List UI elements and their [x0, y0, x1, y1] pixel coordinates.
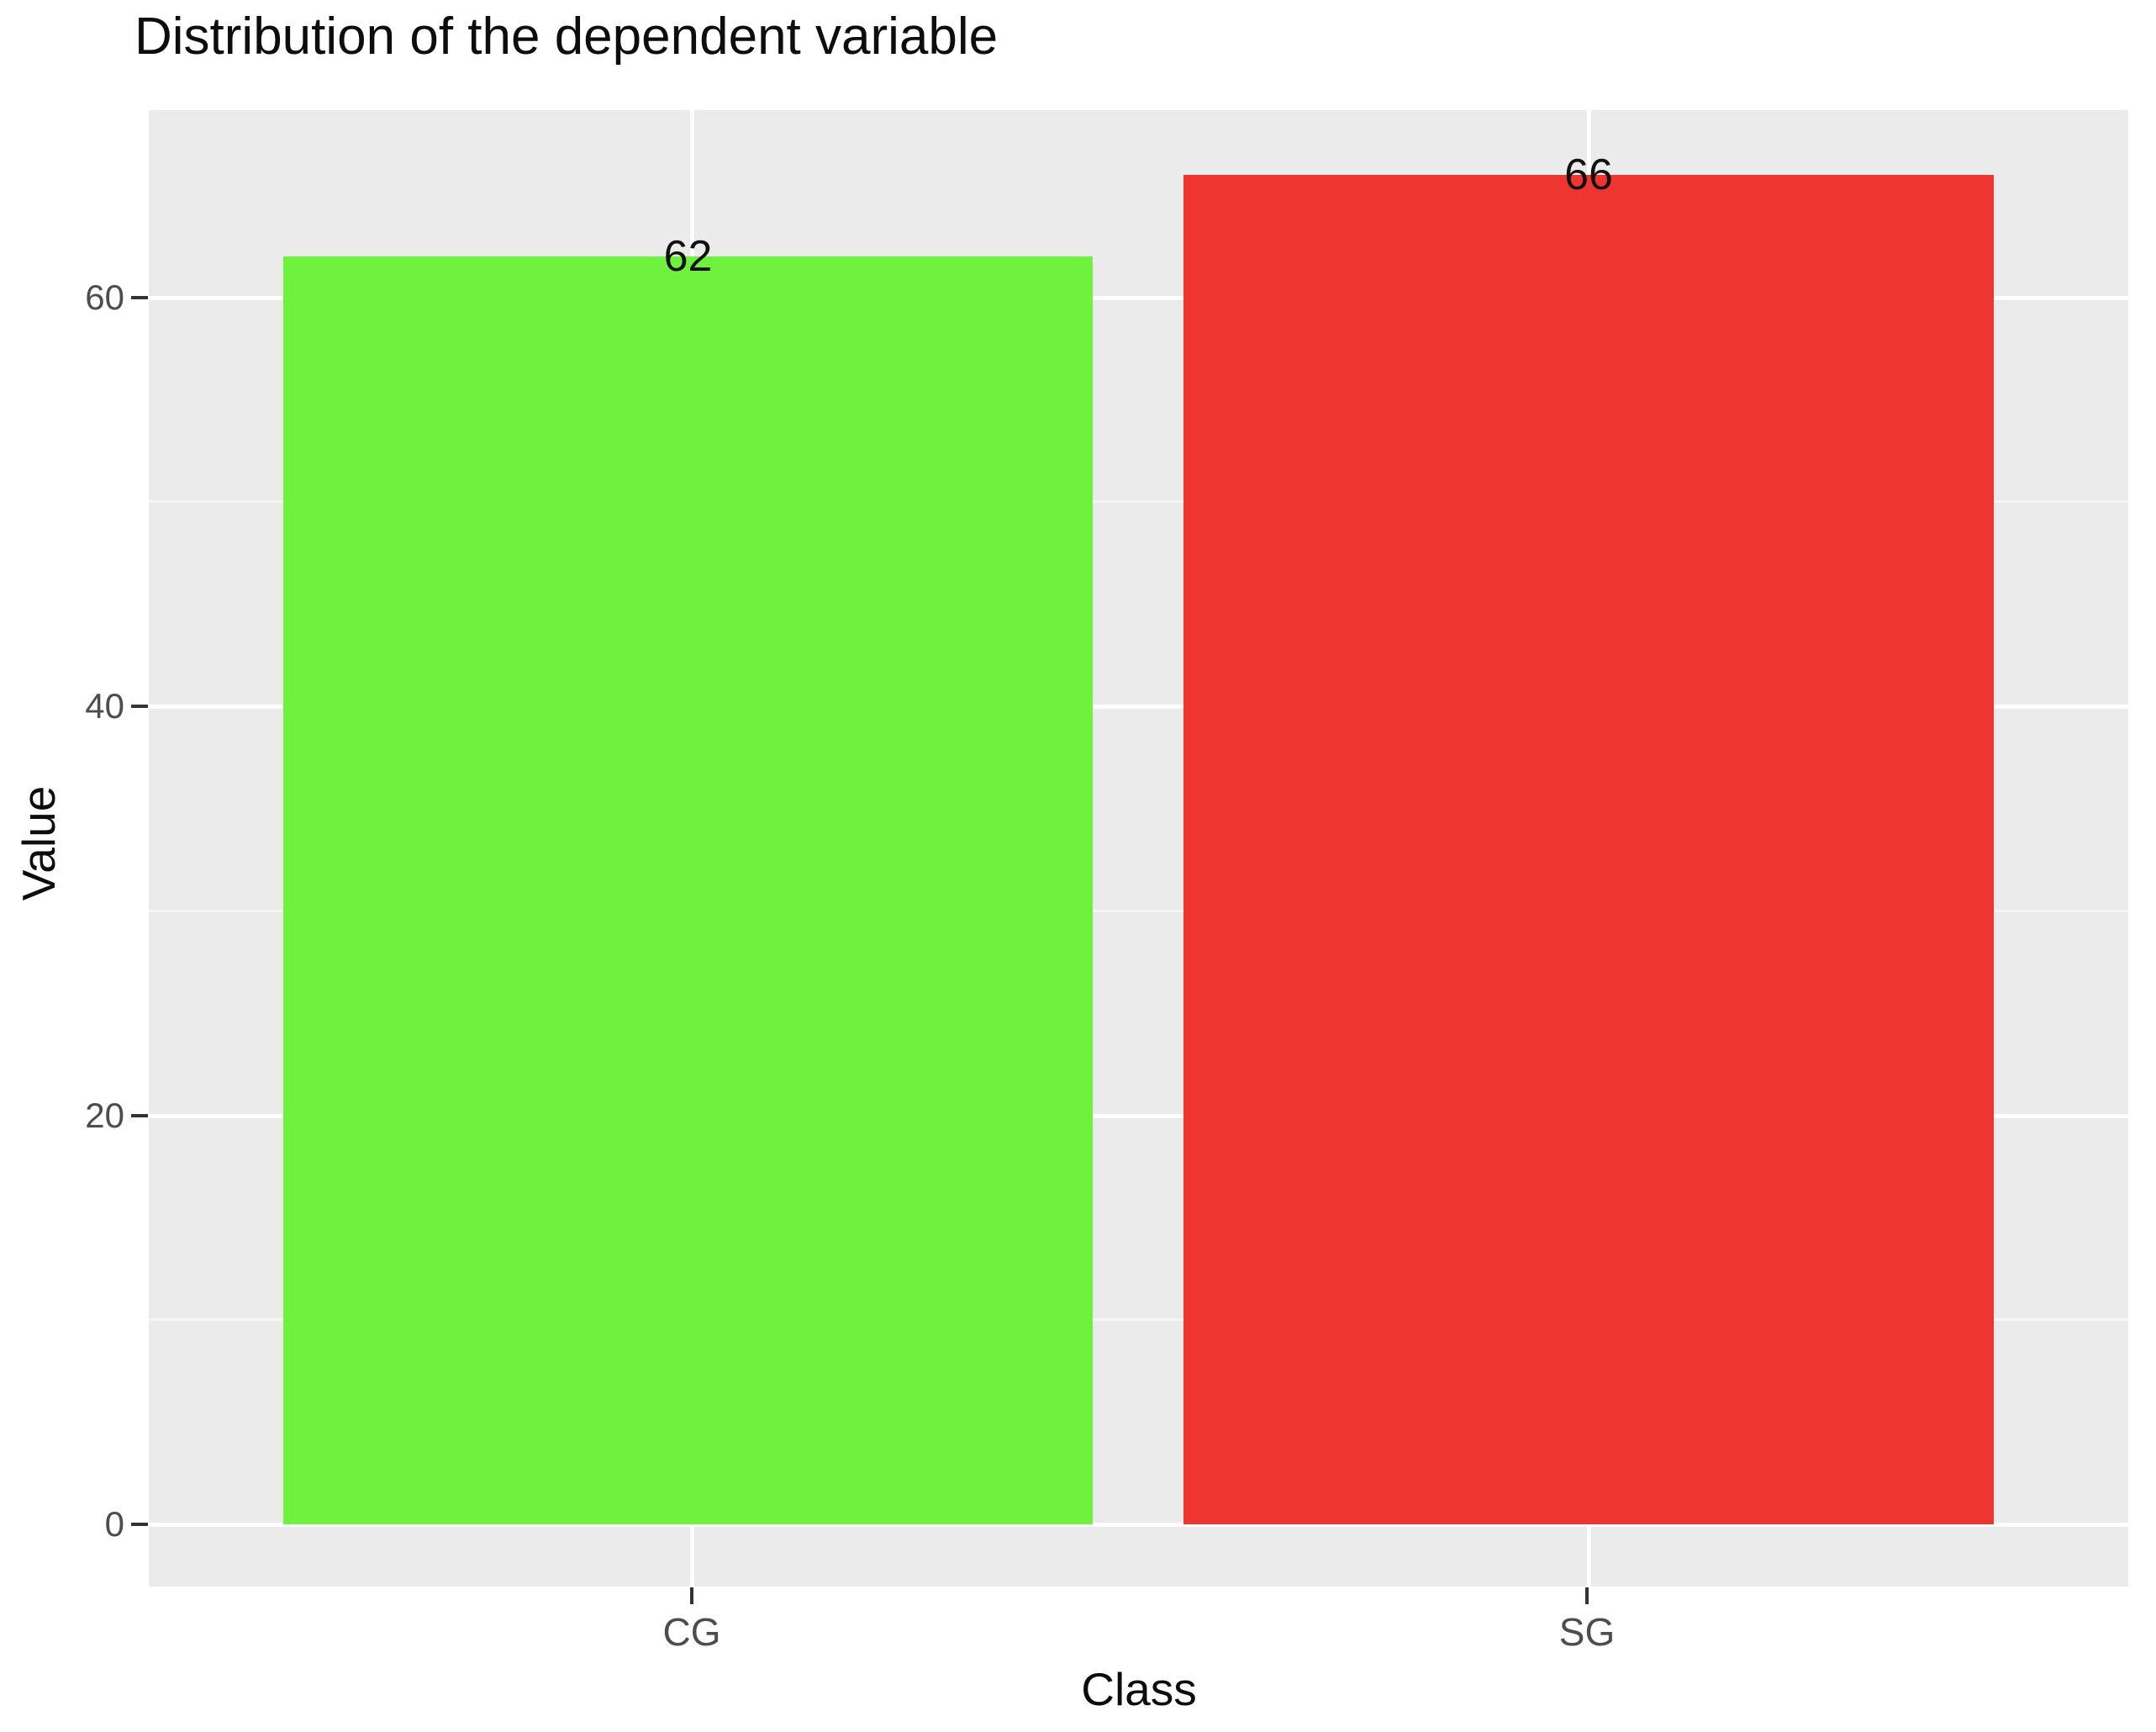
- y-tick-mark-40: [131, 705, 148, 708]
- gridline-major-0: [149, 1523, 2128, 1527]
- y-tick-label-40: 40: [85, 686, 124, 726]
- gridline-minor-30: [149, 910, 2128, 912]
- y-tick-mark-20: [131, 1114, 148, 1117]
- gridline-major-60: [149, 296, 2128, 300]
- gridline-minor-10: [149, 1318, 2128, 1321]
- bar-value-label-sg: 66: [1564, 150, 1613, 199]
- y-tick-mark-60: [131, 296, 148, 299]
- bar-sg: 66: [1183, 150, 1994, 1524]
- bar-value-label-cg: 62: [663, 232, 713, 281]
- x-tick-label-sg: SG: [1558, 1610, 1616, 1654]
- x-axis-title: Class: [1081, 1663, 1197, 1715]
- gridline-minor-50: [149, 500, 2128, 503]
- gridline-major-20: [149, 1114, 2128, 1118]
- plot-panel: 62 66: [149, 110, 2128, 1587]
- x-tick-label-cg: CG: [662, 1610, 721, 1654]
- y-tick-label-20: 20: [85, 1096, 124, 1135]
- y-tick-mark-0: [131, 1523, 148, 1526]
- x-tick-mark-sg: [1585, 1587, 1589, 1604]
- chart-title: Distribution of the dependent variable: [134, 8, 999, 66]
- y-tick-label-0: 0: [104, 1504, 124, 1544]
- y-axis-title: Value: [13, 785, 65, 901]
- y-tick-label-60: 60: [85, 277, 124, 317]
- gridline-major-40: [149, 705, 2128, 709]
- bar-cg: 62: [283, 232, 1093, 1524]
- x-tick-mark-cg: [690, 1587, 693, 1604]
